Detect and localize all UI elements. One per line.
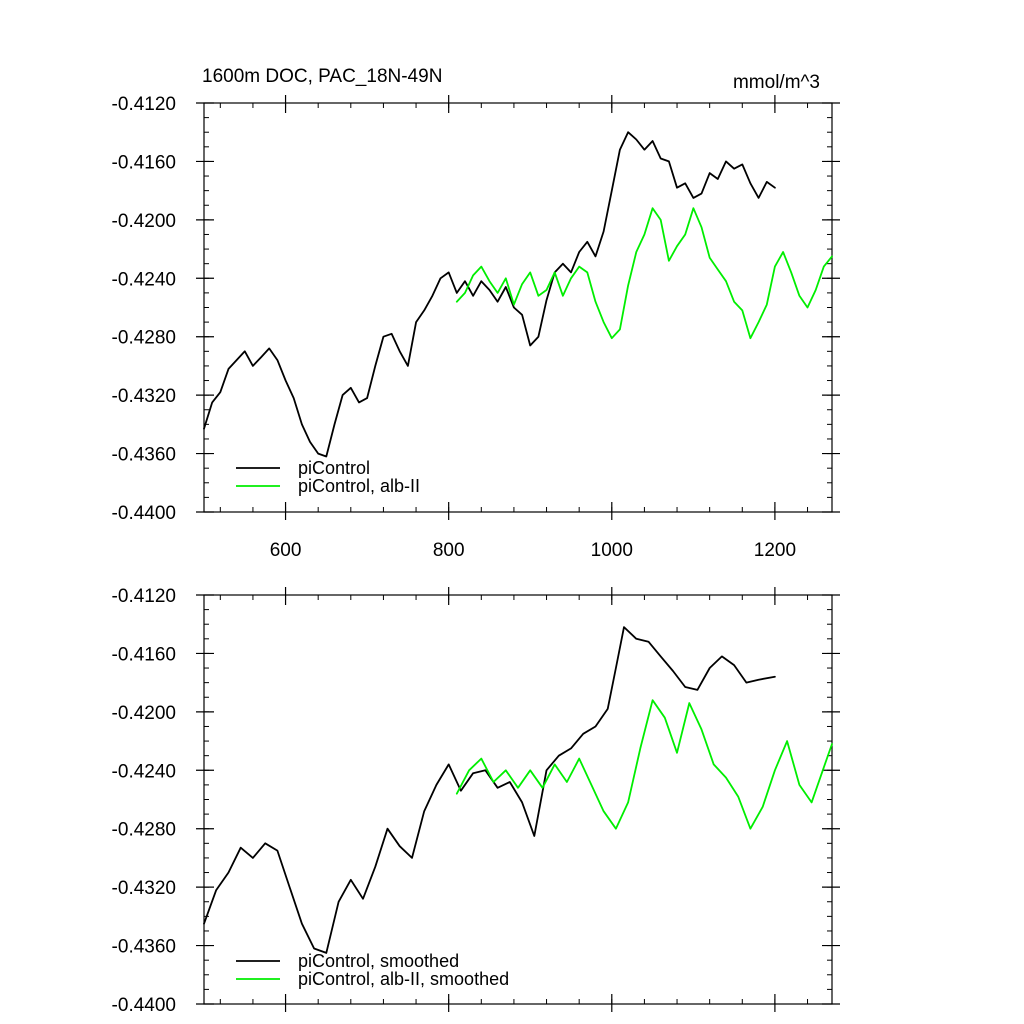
- series-line-alb-ii: [455, 207, 833, 340]
- y-tick-label: -0.4280: [112, 328, 176, 349]
- series-line-alb-ii: [455, 699, 833, 830]
- y-tick-label: -0.4120: [112, 94, 176, 115]
- y-tick-label: -0.4360: [112, 445, 176, 466]
- units-label: mmol/m^3: [733, 72, 820, 93]
- plot-frame: [203, 594, 833, 1005]
- y-tick-label: -0.4320: [112, 386, 176, 407]
- legend-label: piControl, smoothed: [298, 951, 459, 971]
- series-line-picontrol: [203, 626, 776, 954]
- y-tick-label: -0.4200: [112, 211, 176, 232]
- x-tick-label: 800: [433, 540, 465, 561]
- y-tick-label: -0.4160: [112, 152, 176, 173]
- y-tick-label: -0.4240: [112, 269, 176, 290]
- bottom-panel: -0.4120 -0.4160 -0.4200 -0.4240 -0.4280 -0.43…: [112, 586, 840, 1016]
- y-tick-label: -0.4120: [112, 586, 176, 607]
- y-tick-label: -0.4160: [112, 644, 176, 665]
- y-tick-label: -0.4200: [112, 703, 176, 724]
- legend-label: piControl, alb-II: [298, 476, 420, 496]
- y-tick-label: -0.4400: [112, 503, 176, 524]
- chart-title: 1600m DOC, PAC_18N-49N: [202, 66, 442, 87]
- x-tick-label: 600: [270, 540, 302, 561]
- series-line-picontrol: [203, 131, 776, 458]
- plot-frame: [203, 102, 833, 513]
- y-tick-label: -0.4320: [112, 878, 176, 899]
- legend-label: piControl: [298, 458, 370, 478]
- x-tick-label: 1000: [591, 540, 633, 561]
- y-tick-label: -0.4240: [112, 761, 176, 782]
- top-panel: -0.4120 -0.4160 -0.4200 -0.4240 -0.4280 -0.43…: [112, 94, 840, 561]
- y-tick-label: -0.4400: [112, 995, 176, 1016]
- y-tick-label: -0.4280: [112, 820, 176, 841]
- x-tick-label: 1200: [754, 540, 796, 561]
- y-tick-label: -0.4360: [112, 937, 176, 958]
- legend-label: piControl, alb-II, smoothed: [298, 969, 509, 989]
